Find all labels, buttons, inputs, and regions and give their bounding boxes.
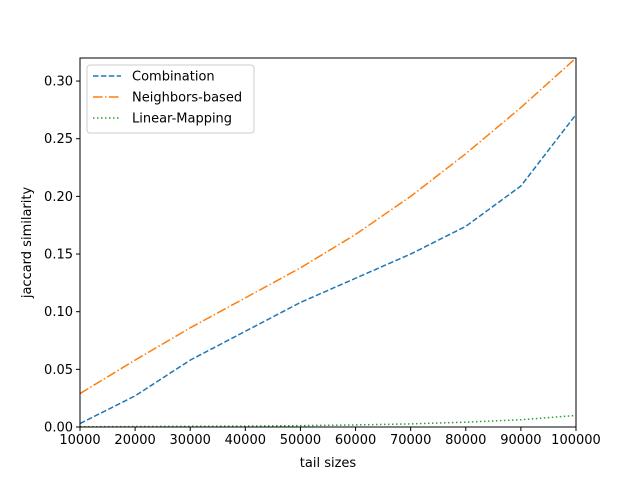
y-axis-title: jaccard similarity	[20, 187, 35, 300]
plot-lines	[80, 58, 576, 427]
x-tick-label: 30000	[170, 433, 211, 448]
y-axis: 0.00 0.05 0.10 0.15 0.20 0.25 0.30	[44, 75, 80, 436]
y-tick-label: 0.10	[44, 305, 73, 320]
legend: Combination Neighbors-based Linear-Mapping	[86, 64, 255, 134]
x-tick-label: 80000	[445, 433, 486, 448]
y-tick-label: 0.30	[44, 75, 73, 90]
y-tick-label: 0.15	[44, 248, 73, 263]
legend-label: Linear-Mapping	[132, 112, 232, 127]
x-tick-label: 10000	[59, 433, 100, 448]
x-tick-label: 50000	[280, 433, 321, 448]
x-tick-label: 70000	[390, 433, 431, 448]
legend-label: Combination	[132, 70, 215, 85]
legend-box	[86, 64, 255, 134]
x-tick-label: 40000	[225, 433, 266, 448]
x-tick-label: 60000	[335, 433, 376, 448]
y-tick-label: 0.25	[44, 132, 73, 147]
y-tick-label: 0.20	[44, 190, 73, 205]
x-tick-label: 20000	[114, 433, 155, 448]
series-line-3	[80, 414, 576, 427]
legend-label: Neighbors-based	[132, 91, 242, 106]
series-line-2	[80, 58, 576, 395]
x-axis: 10000 20000 30000 40000 50000 60000 70000 80000…	[59, 427, 601, 448]
x-tick-label: 100000	[551, 433, 601, 448]
y-tick-label: 0.00	[44, 421, 73, 436]
plot-frame	[79, 57, 577, 428]
y-tick-label: 0.05	[44, 363, 73, 378]
x-tick-label: 90000	[500, 433, 541, 448]
series-line-1	[80, 114, 576, 425]
x-axis-title: tail sizes	[300, 456, 357, 471]
